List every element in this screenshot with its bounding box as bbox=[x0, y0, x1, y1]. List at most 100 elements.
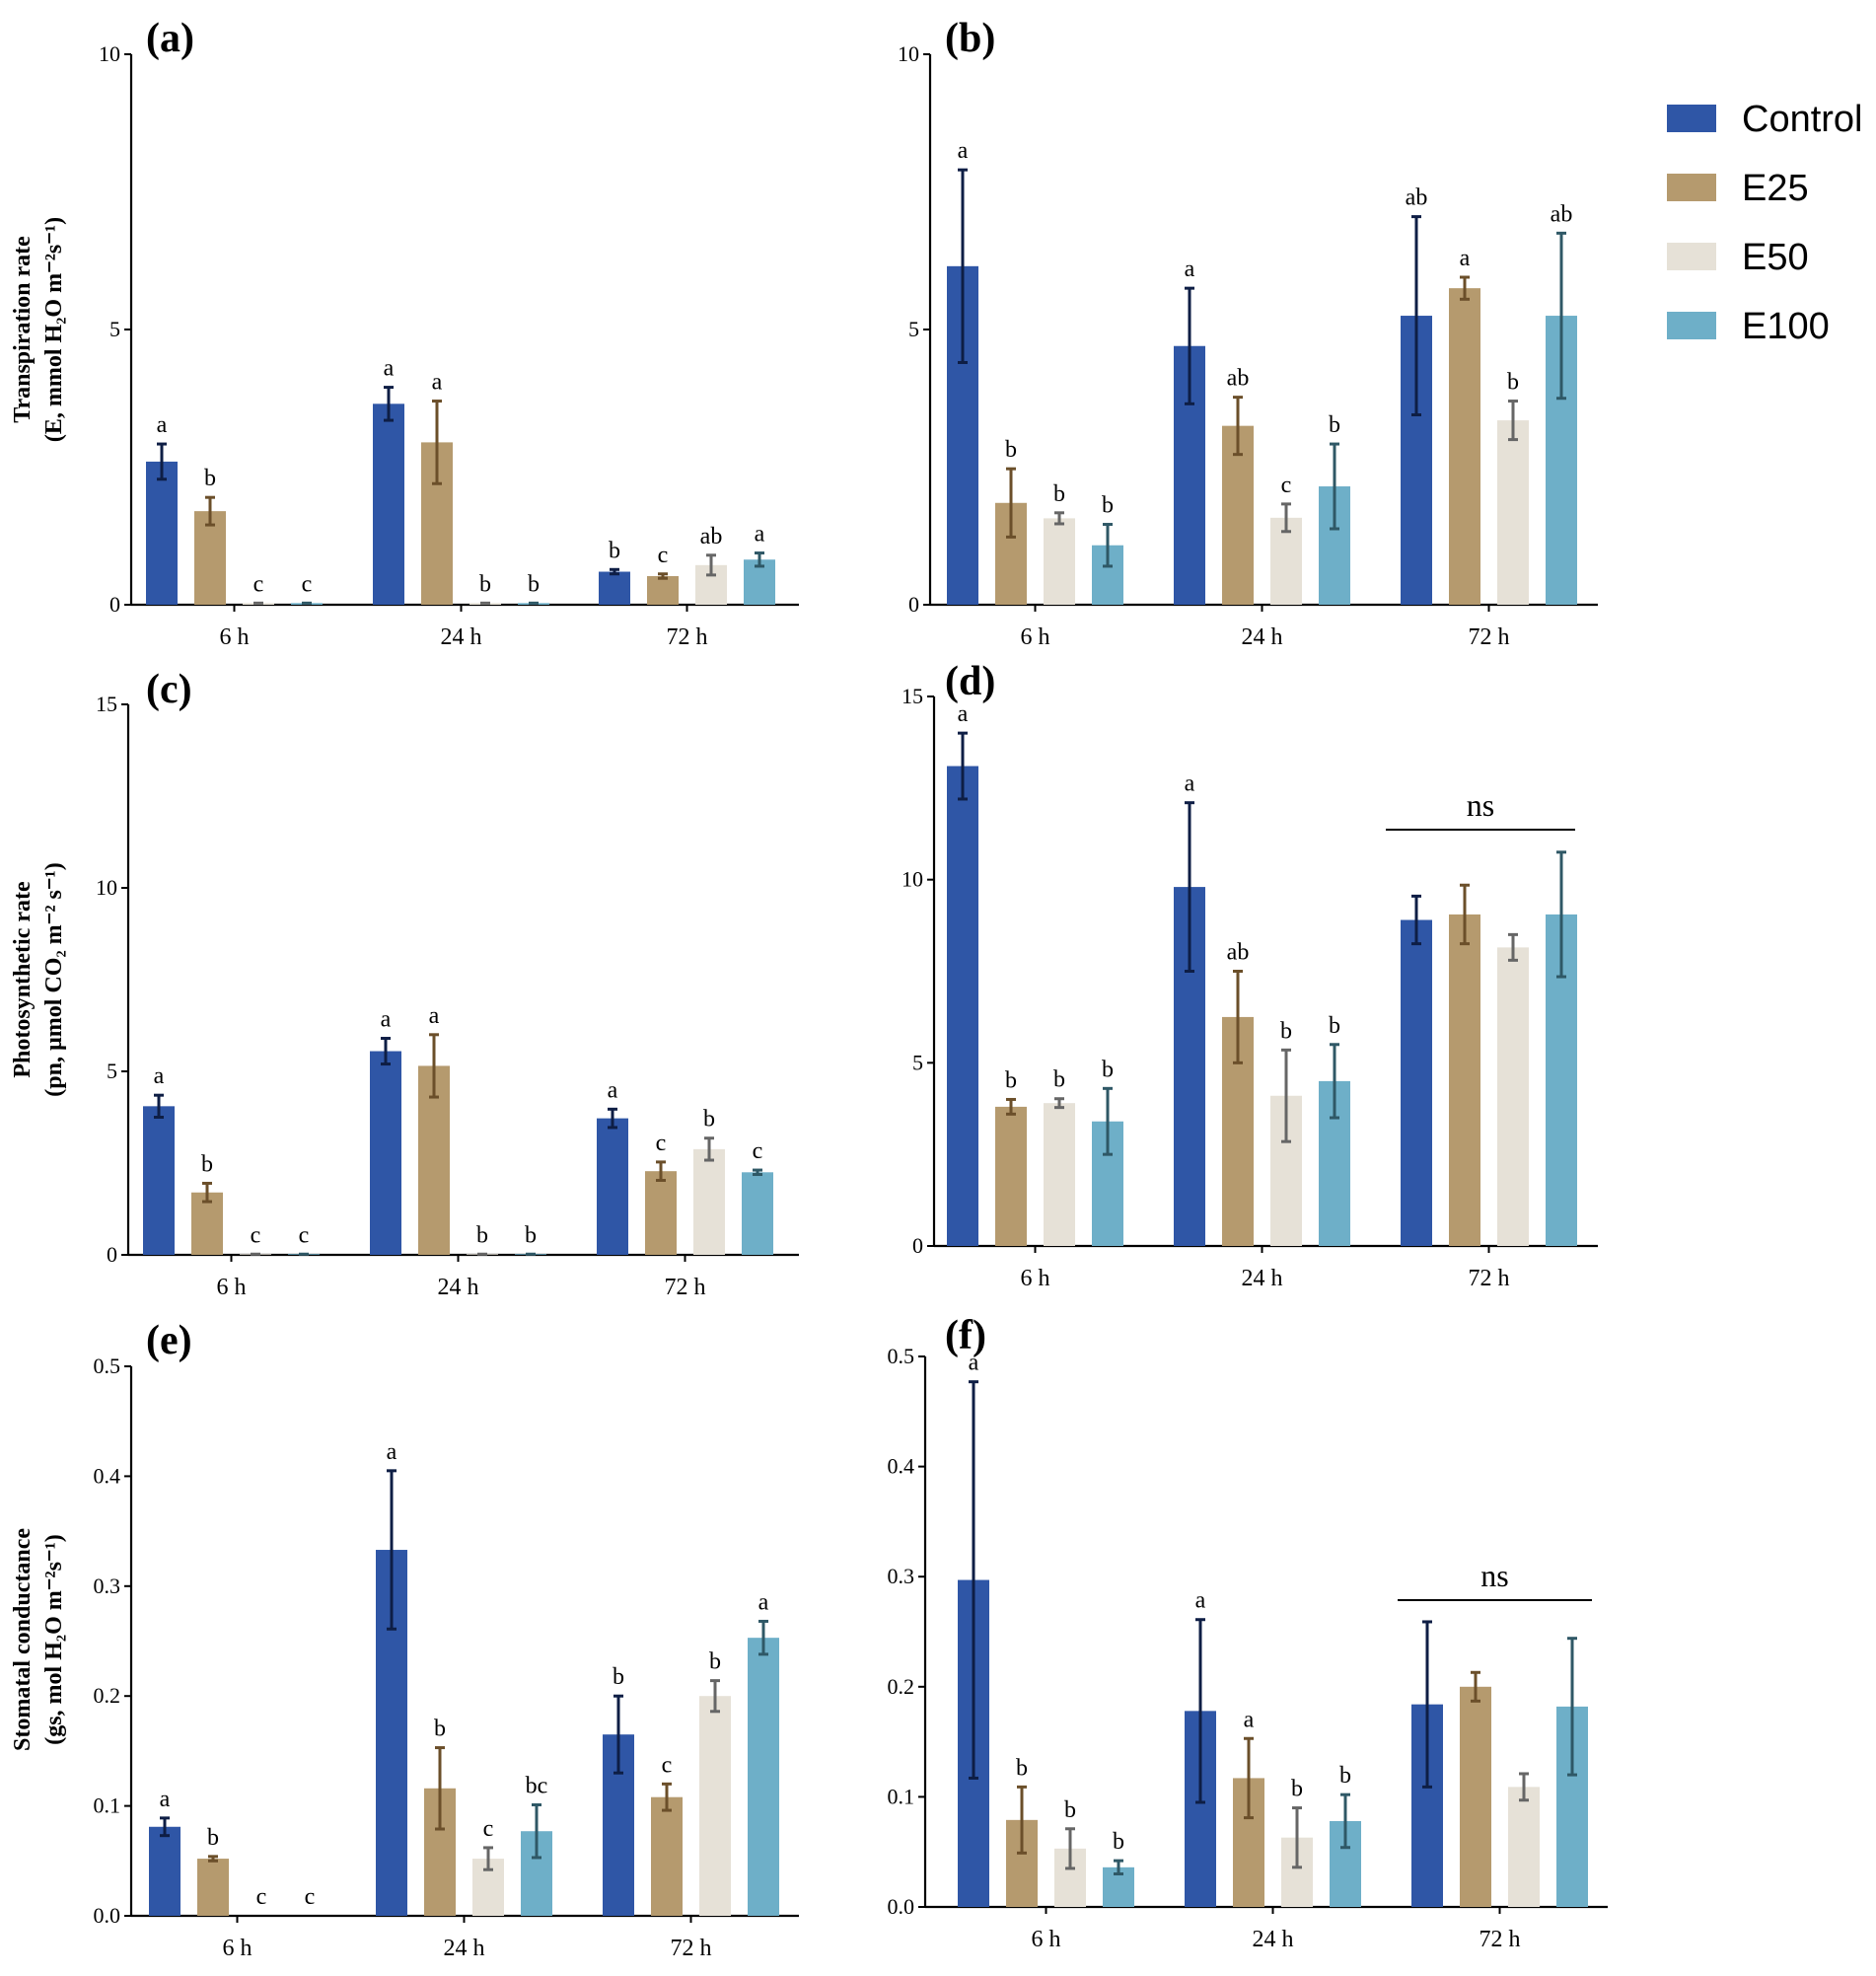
y-tick-label: 5 bbox=[912, 1050, 923, 1074]
y-tick-label: 0.0 bbox=[888, 1894, 915, 1919]
bar-control bbox=[373, 403, 404, 605]
bar-control bbox=[1401, 919, 1432, 1246]
significance-letter: a bbox=[1195, 1588, 1206, 1614]
significance-letter: a bbox=[432, 370, 443, 396]
bar-e100 bbox=[748, 1638, 779, 1916]
significance-letter: a bbox=[1185, 256, 1195, 282]
significance-letter: a bbox=[969, 1351, 979, 1376]
y-axis-label-line1: Stomatal conductance bbox=[10, 1528, 36, 1751]
y-tick-label: 0.3 bbox=[888, 1564, 915, 1588]
significance-letter: a bbox=[758, 1589, 769, 1615]
significance-letter: b bbox=[1339, 1763, 1351, 1789]
significance-letter: c bbox=[253, 571, 264, 597]
significance-letter: b bbox=[609, 538, 620, 563]
bar-e25 bbox=[645, 1171, 677, 1255]
legend-swatch-e50 bbox=[1667, 243, 1716, 270]
significance-letter: a bbox=[381, 1007, 392, 1033]
significance-letter: ab bbox=[1227, 940, 1250, 966]
bar-e50 bbox=[1044, 518, 1075, 605]
significance-letter: bc bbox=[526, 1773, 548, 1798]
x-category-label: 6 h bbox=[220, 624, 250, 650]
y-tick-label: 0.4 bbox=[888, 1454, 915, 1479]
bar-e25 bbox=[1460, 1686, 1491, 1907]
x-category-label: 24 h bbox=[1253, 1927, 1294, 1952]
y-tick-label: 0.2 bbox=[94, 1683, 121, 1708]
y-tick-label: 0 bbox=[107, 1242, 117, 1267]
significance-letter: b bbox=[1291, 1777, 1303, 1802]
significance-letter: a bbox=[160, 1787, 171, 1812]
y-tick-label: 0 bbox=[109, 592, 120, 617]
legend-swatch-e100 bbox=[1667, 312, 1716, 339]
legend: Control E25 E50 E100 bbox=[1667, 99, 1863, 347]
y-tick-label: 10 bbox=[96, 875, 117, 900]
significance-letter: b bbox=[479, 571, 491, 597]
x-category-label: 6 h bbox=[1021, 624, 1050, 650]
y-tick-label: 0.1 bbox=[94, 1793, 121, 1818]
y-axis-label: Photosynthetic rate (pn, µmol CO₂ m⁻² s⁻¹… bbox=[10, 862, 67, 1096]
y-tick-label: 0.4 bbox=[94, 1463, 121, 1488]
x-category-label: 6 h bbox=[1032, 1927, 1061, 1952]
significance-letter: b bbox=[1102, 1057, 1114, 1082]
significance-letter: b bbox=[703, 1107, 715, 1133]
significance-letter: b bbox=[207, 1825, 219, 1851]
significance-letter: ab bbox=[1406, 185, 1428, 211]
significance-letter: a bbox=[1460, 246, 1471, 271]
y-tick-label: 0 bbox=[908, 592, 919, 617]
significance-letter: c bbox=[299, 1222, 310, 1248]
significance-letter: b bbox=[1016, 1755, 1028, 1781]
y-axis-label-line2: (E, mmol H₂O m⁻²s⁻¹) bbox=[41, 217, 67, 442]
bar-e25 bbox=[197, 1859, 229, 1916]
bar-e50 bbox=[693, 1148, 725, 1255]
significance-letter: c bbox=[656, 1131, 667, 1156]
significance-letter: c bbox=[256, 1884, 267, 1910]
y-tick-label: 10 bbox=[902, 867, 923, 892]
bar-control bbox=[370, 1051, 401, 1255]
y-tick-label: 0.3 bbox=[94, 1573, 121, 1598]
significance-letter: a bbox=[1185, 771, 1195, 797]
y-axis-label-line2: (pn, µmol CO₂ m⁻² s⁻¹) bbox=[41, 862, 67, 1096]
x-category-label: 6 h bbox=[1021, 1266, 1050, 1291]
y-axis-label: Stomatal conductance (gs, mol H₂O m⁻²s⁻¹) bbox=[10, 1528, 67, 1751]
y-tick-label: 0.0 bbox=[94, 1903, 121, 1928]
x-category-label: 72 h bbox=[1479, 1927, 1521, 1952]
y-tick-label: 0.2 bbox=[888, 1674, 915, 1699]
bar-e50 bbox=[1044, 1103, 1075, 1246]
panel-label: (b) bbox=[945, 16, 995, 61]
panel-f: 0.0 0.1 0.2 0.3 0.4 0.5 6 h a b b b 24 h a a b b 72 h ns (… bbox=[888, 1313, 1608, 1952]
significance-letter: a bbox=[384, 356, 395, 382]
y-tick-label: 15 bbox=[96, 692, 117, 716]
significance-letter: b bbox=[1329, 412, 1340, 438]
significance-letter: a bbox=[154, 1063, 165, 1089]
legend-swatch-e25 bbox=[1667, 174, 1716, 201]
significance-letter: a bbox=[429, 1003, 440, 1029]
y-tick-label: 0.5 bbox=[888, 1344, 915, 1368]
significance-letter: a bbox=[387, 1439, 397, 1465]
bar-e25 bbox=[194, 511, 226, 605]
x-category-label: 24 h bbox=[1242, 1266, 1283, 1291]
bar-control bbox=[149, 1826, 180, 1916]
y-tick-label: 0 bbox=[912, 1233, 923, 1258]
bar-e25 bbox=[651, 1796, 683, 1916]
significance-letter: a bbox=[608, 1077, 618, 1103]
bar-control bbox=[599, 571, 630, 605]
significance-letter: b bbox=[1005, 1067, 1017, 1093]
y-tick-label: 5 bbox=[107, 1059, 117, 1083]
bar-e25 bbox=[995, 1106, 1027, 1246]
significance-letter: b bbox=[528, 571, 540, 597]
significance-letter: c bbox=[753, 1138, 763, 1164]
bar-e100 bbox=[742, 1172, 773, 1255]
bar-control bbox=[143, 1106, 175, 1255]
bar-e25 bbox=[1449, 914, 1480, 1246]
bar-e50 bbox=[1508, 1787, 1540, 1907]
significance-letter: b bbox=[1064, 1797, 1076, 1823]
y-tick-label: 10 bbox=[898, 41, 919, 66]
bar-e50 bbox=[1497, 420, 1529, 605]
x-category-label: 24 h bbox=[441, 624, 482, 650]
legend-swatch-control bbox=[1667, 105, 1716, 132]
x-category-label: 72 h bbox=[1469, 1266, 1510, 1291]
y-axis-label-line1: Photosynthetic rate bbox=[10, 881, 36, 1078]
x-category-label: 72 h bbox=[671, 1936, 712, 1961]
x-category-label: 72 h bbox=[1469, 624, 1510, 650]
panel-label: (c) bbox=[146, 667, 192, 712]
